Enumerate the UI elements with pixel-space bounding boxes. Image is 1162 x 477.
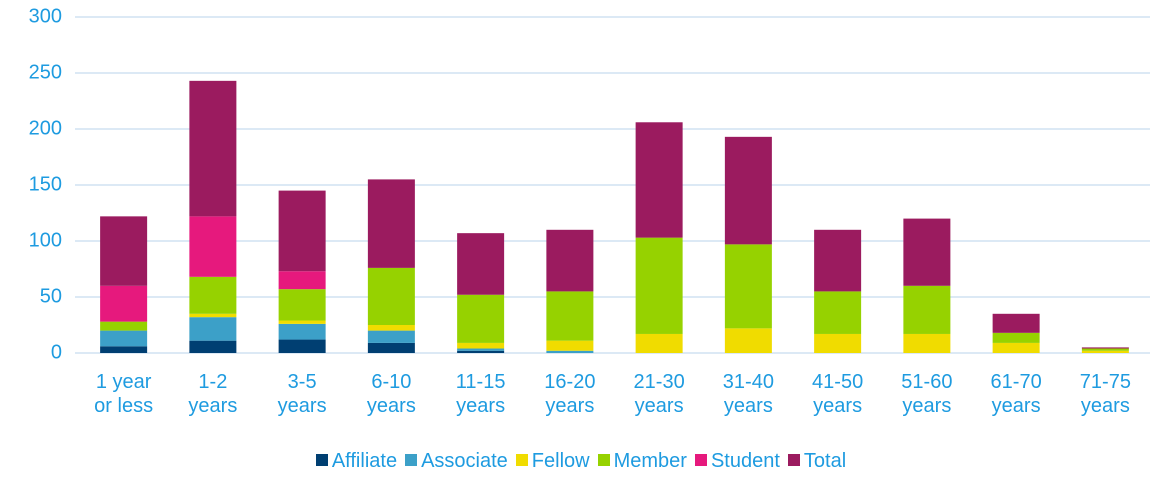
legend-label: Associate: [421, 450, 508, 472]
bar-segment: [189, 317, 237, 341]
bar-segment: [724, 244, 772, 329]
bar-segment: [903, 333, 951, 353]
bar-segment: [100, 330, 148, 347]
bar-segment: [278, 289, 326, 321]
bar-segment: [1081, 347, 1129, 349]
legend-swatch: [405, 454, 418, 466]
legend-label: Member: [613, 450, 687, 472]
y-tick-label: 50: [40, 285, 62, 307]
y-tick-label: 300: [29, 5, 62, 27]
legend-item: Fellow: [515, 450, 590, 473]
bar-segment: [992, 332, 1040, 343]
bar-segment: [1081, 350, 1129, 353]
x-tick-label: 71-75 years: [1079, 371, 1131, 417]
bar-segment: [100, 216, 148, 286]
bar-segment: [100, 285, 148, 322]
bar-segment: [367, 342, 415, 353]
bar-segment: [992, 313, 1040, 333]
legend-swatch: [315, 454, 328, 466]
bar-segment: [189, 340, 237, 353]
x-tick-label: 11-15 years: [455, 371, 506, 417]
x-tick-label: 3-5 years: [277, 371, 327, 417]
legend-label: Total: [803, 450, 847, 472]
bar-segment: [457, 233, 505, 295]
bar-segment: [546, 291, 594, 341]
legend-swatch: [597, 454, 610, 466]
legend-item: Associate: [405, 450, 508, 473]
legend-label: Affiliate: [331, 450, 398, 472]
x-tick-label: 41-50 years: [812, 371, 864, 417]
bar-segment: [814, 333, 862, 353]
bar-segment: [814, 291, 862, 334]
bar-segment: [457, 294, 505, 343]
legend-item: Total: [787, 450, 847, 473]
bar-segment: [1081, 348, 1129, 351]
legend-label: Student: [710, 450, 780, 472]
x-tick-label: 21-30 years: [633, 371, 685, 417]
bar-segment: [189, 276, 237, 314]
legend-item: Affiliate: [315, 450, 398, 473]
y-tick-label: 100: [29, 229, 62, 251]
bar-segment: [457, 342, 505, 349]
legend-label: Fellow: [531, 450, 590, 472]
x-tick-label: 1-2 years: [188, 371, 238, 417]
bar-segment: [724, 328, 772, 353]
bar-segment: [546, 350, 594, 353]
plot: 0 50 100 150 200 250 300: [29, 5, 1150, 363]
y-tick-label: 0: [51, 341, 62, 363]
bar-segment: [457, 348, 505, 351]
bar-segment: [100, 346, 148, 353]
bar-segment: [635, 122, 683, 238]
bar-segment: [367, 179, 415, 268]
bar-segment: [992, 342, 1040, 353]
bar-segment: [903, 218, 951, 286]
bar-segment: [278, 271, 326, 290]
bar-segment: [367, 325, 415, 331]
x-tick-label: 61-70 years: [990, 371, 1042, 417]
bar-segment: [278, 190, 326, 272]
x-tick-label: 1 year or less: [94, 371, 154, 417]
legend-swatch: [787, 454, 800, 466]
bar-segment: [189, 216, 237, 277]
legend-item: Student: [694, 450, 780, 473]
bar-segment: [457, 350, 505, 353]
bar-segment: [100, 321, 148, 331]
legend: Affiliate Associate Fellow Member Student Tot…: [0, 450, 1162, 473]
bar-segment: [367, 267, 415, 325]
y-tick-label: 250: [29, 61, 62, 83]
bar-segment: [278, 320, 326, 324]
legend-item: Member: [597, 450, 687, 473]
bar-segment: [635, 333, 683, 353]
x-tick-label: 6-10 years: [366, 371, 416, 417]
bar-segment: [546, 340, 594, 351]
bar-segment: [189, 313, 237, 318]
legend-swatch: [515, 454, 528, 466]
bar-segment: [546, 229, 594, 292]
y-tick-label: 200: [29, 117, 62, 139]
bar-segment: [189, 80, 237, 217]
x-tick-label: 16-20 years: [544, 371, 596, 417]
x-tick-label: 51-60 years: [901, 371, 953, 417]
y-tick-label: 150: [29, 173, 62, 195]
bar-segment: [635, 237, 683, 334]
bar-segment: [903, 285, 951, 334]
legend-swatch: [694, 454, 707, 466]
x-tick-label: 31-40 years: [722, 371, 774, 417]
bar-segment: [814, 229, 862, 292]
bar-segment: [724, 136, 772, 245]
bar-segment: [278, 339, 326, 353]
bar-segment: [278, 323, 326, 340]
bar-segment: [367, 330, 415, 343]
